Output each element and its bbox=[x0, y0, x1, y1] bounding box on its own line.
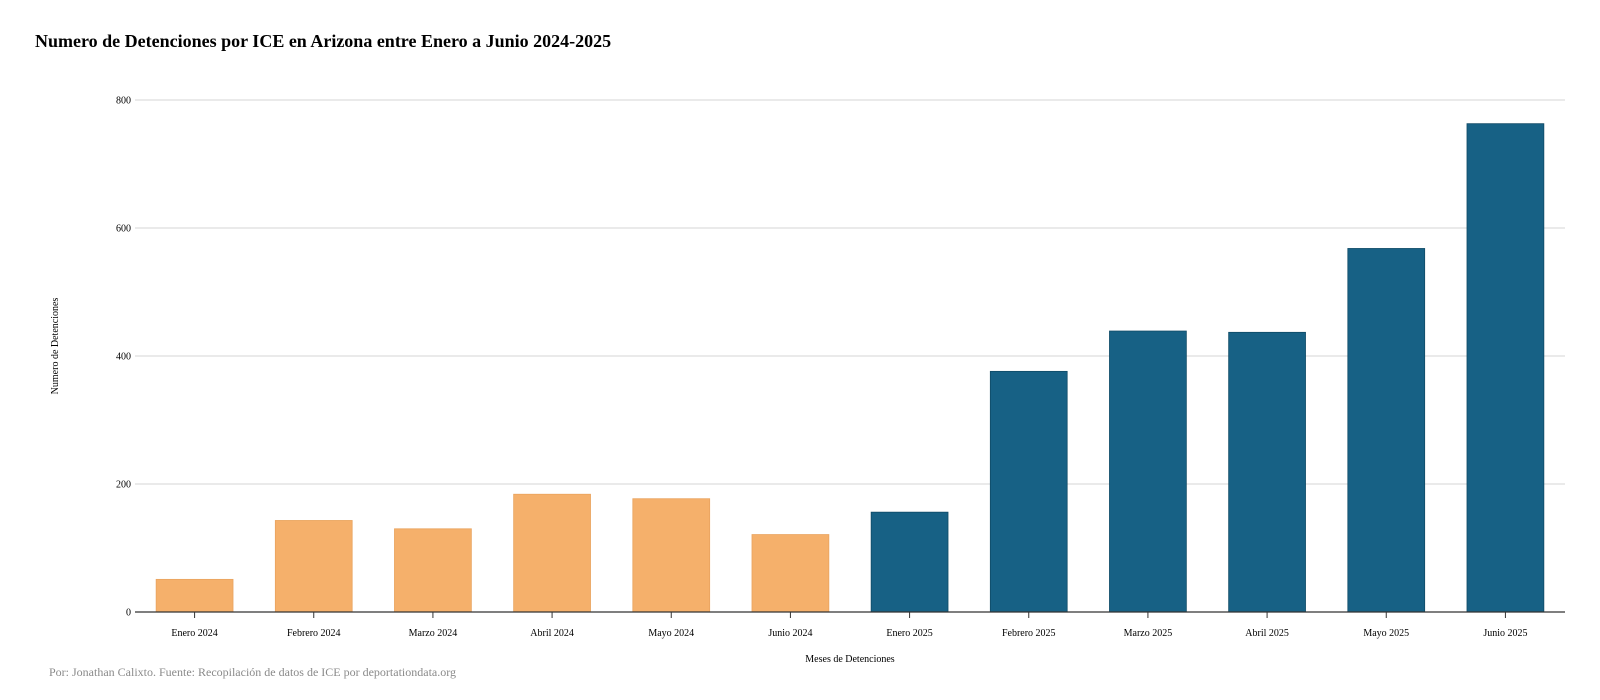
x-tick-label: Abril 2024 bbox=[530, 628, 574, 639]
y-tick-labels: 0 200 400 600 800 bbox=[116, 96, 131, 619]
bar bbox=[1228, 331, 1306, 613]
bar bbox=[274, 520, 353, 613]
bar bbox=[1466, 123, 1545, 613]
bar bbox=[155, 578, 234, 613]
bar bbox=[870, 511, 949, 613]
bar bbox=[632, 498, 711, 613]
x-tick-label: Mayo 2025 bbox=[1363, 628, 1409, 639]
y-tick-label: 600 bbox=[116, 224, 131, 235]
bar bbox=[1109, 330, 1187, 613]
x-tick-label: Mayo 2024 bbox=[648, 628, 694, 639]
bar bbox=[1347, 248, 1426, 613]
x-tick-label: Enero 2024 bbox=[171, 628, 217, 639]
y-tick-label: 0 bbox=[126, 608, 131, 619]
bar bbox=[513, 493, 591, 613]
x-tick-labels: Enero 2024 Febrero 2024 Marzo 2024 Abril 20… bbox=[171, 612, 1528, 639]
x-tick-label: Junio 2025 bbox=[1483, 628, 1527, 639]
x-tick-label: Febrero 2024 bbox=[287, 628, 341, 639]
bars bbox=[155, 123, 1545, 613]
y-tick-label: 400 bbox=[116, 352, 131, 363]
x-tick-label: Marzo 2025 bbox=[1124, 628, 1173, 639]
y-axis-title: Numero de Detenciones bbox=[50, 298, 61, 395]
x-axis-title: Meses de Detenciones bbox=[805, 654, 895, 665]
bar bbox=[989, 370, 1068, 613]
bar bbox=[751, 534, 830, 613]
x-tick-label: Marzo 2024 bbox=[409, 628, 458, 639]
x-tick-label: Febrero 2025 bbox=[1002, 628, 1056, 639]
source-credit: Por: Jonathan Calixto. Fuente: Recopilac… bbox=[49, 665, 457, 679]
y-tick-label: 200 bbox=[116, 480, 131, 491]
x-tick-label: Enero 2025 bbox=[886, 628, 932, 639]
bar bbox=[394, 528, 472, 613]
y-tick-label: 800 bbox=[116, 96, 131, 107]
x-tick-label: Abril 2025 bbox=[1245, 628, 1289, 639]
chart-title: Numero de Detenciones por ICE en Arizona… bbox=[35, 31, 612, 51]
x-tick-label: Junio 2024 bbox=[768, 628, 812, 639]
gridlines bbox=[135, 99, 1565, 485]
